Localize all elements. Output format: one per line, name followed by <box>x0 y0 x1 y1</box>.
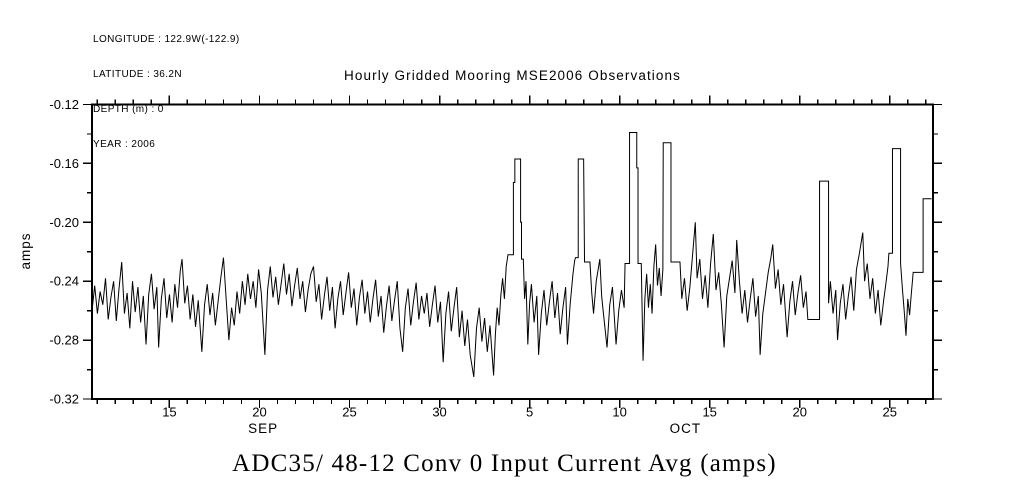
header-info: LONGITUDE : 122.9W(-122.9) LATITUDE : 36… <box>93 11 240 173</box>
header-info-longitude: LONGITUDE : 122.9W(-122.9) <box>93 34 240 46</box>
y-tick-label: -0.24 <box>49 274 79 289</box>
chart-title: Hourly Gridded Mooring MSE2006 Observati… <box>344 68 681 83</box>
data-series-line <box>91 131 932 377</box>
header-info-year: YEAR : 2006 <box>93 138 156 150</box>
x-tick-label: 20 <box>252 405 266 420</box>
chart-caption: ADC35/ 48-12 Conv 0 Input Current Avg (a… <box>232 450 777 477</box>
y-tick-labels: -0.12 -0.16 -0.20 -0.24 -0.28 -0.32 <box>49 97 79 407</box>
axes-box <box>91 103 934 400</box>
x-tick-label: 20 <box>793 405 807 420</box>
header-info-latitude: LATITUDE : 36.2N <box>93 68 183 80</box>
x-tick-label: 25 <box>883 405 897 420</box>
x-month-label: SEP <box>248 421 278 436</box>
y-tick-label: -0.12 <box>49 97 79 112</box>
y-tick-label: -0.28 <box>49 333 79 348</box>
header-info-depth: DEPTH (m) : 0 <box>93 103 164 115</box>
y-tick-label: -0.32 <box>49 392 79 407</box>
x-month-label: OCT <box>670 421 702 436</box>
x-tick-label: 15 <box>702 405 716 420</box>
x-tick-label: 5 <box>526 405 533 420</box>
y-tick-label: -0.20 <box>49 215 79 230</box>
x-tick-label: 15 <box>162 405 176 420</box>
y-tick-label: -0.16 <box>49 156 79 171</box>
x-tick-label: 30 <box>432 405 446 420</box>
axis-ticks <box>83 95 942 408</box>
x-tick-labels: 15 20 25 30 5 10 15 20 25 SEP OCT <box>162 405 897 437</box>
x-tick-label: 10 <box>612 405 626 420</box>
x-tick-label: 25 <box>342 405 356 420</box>
